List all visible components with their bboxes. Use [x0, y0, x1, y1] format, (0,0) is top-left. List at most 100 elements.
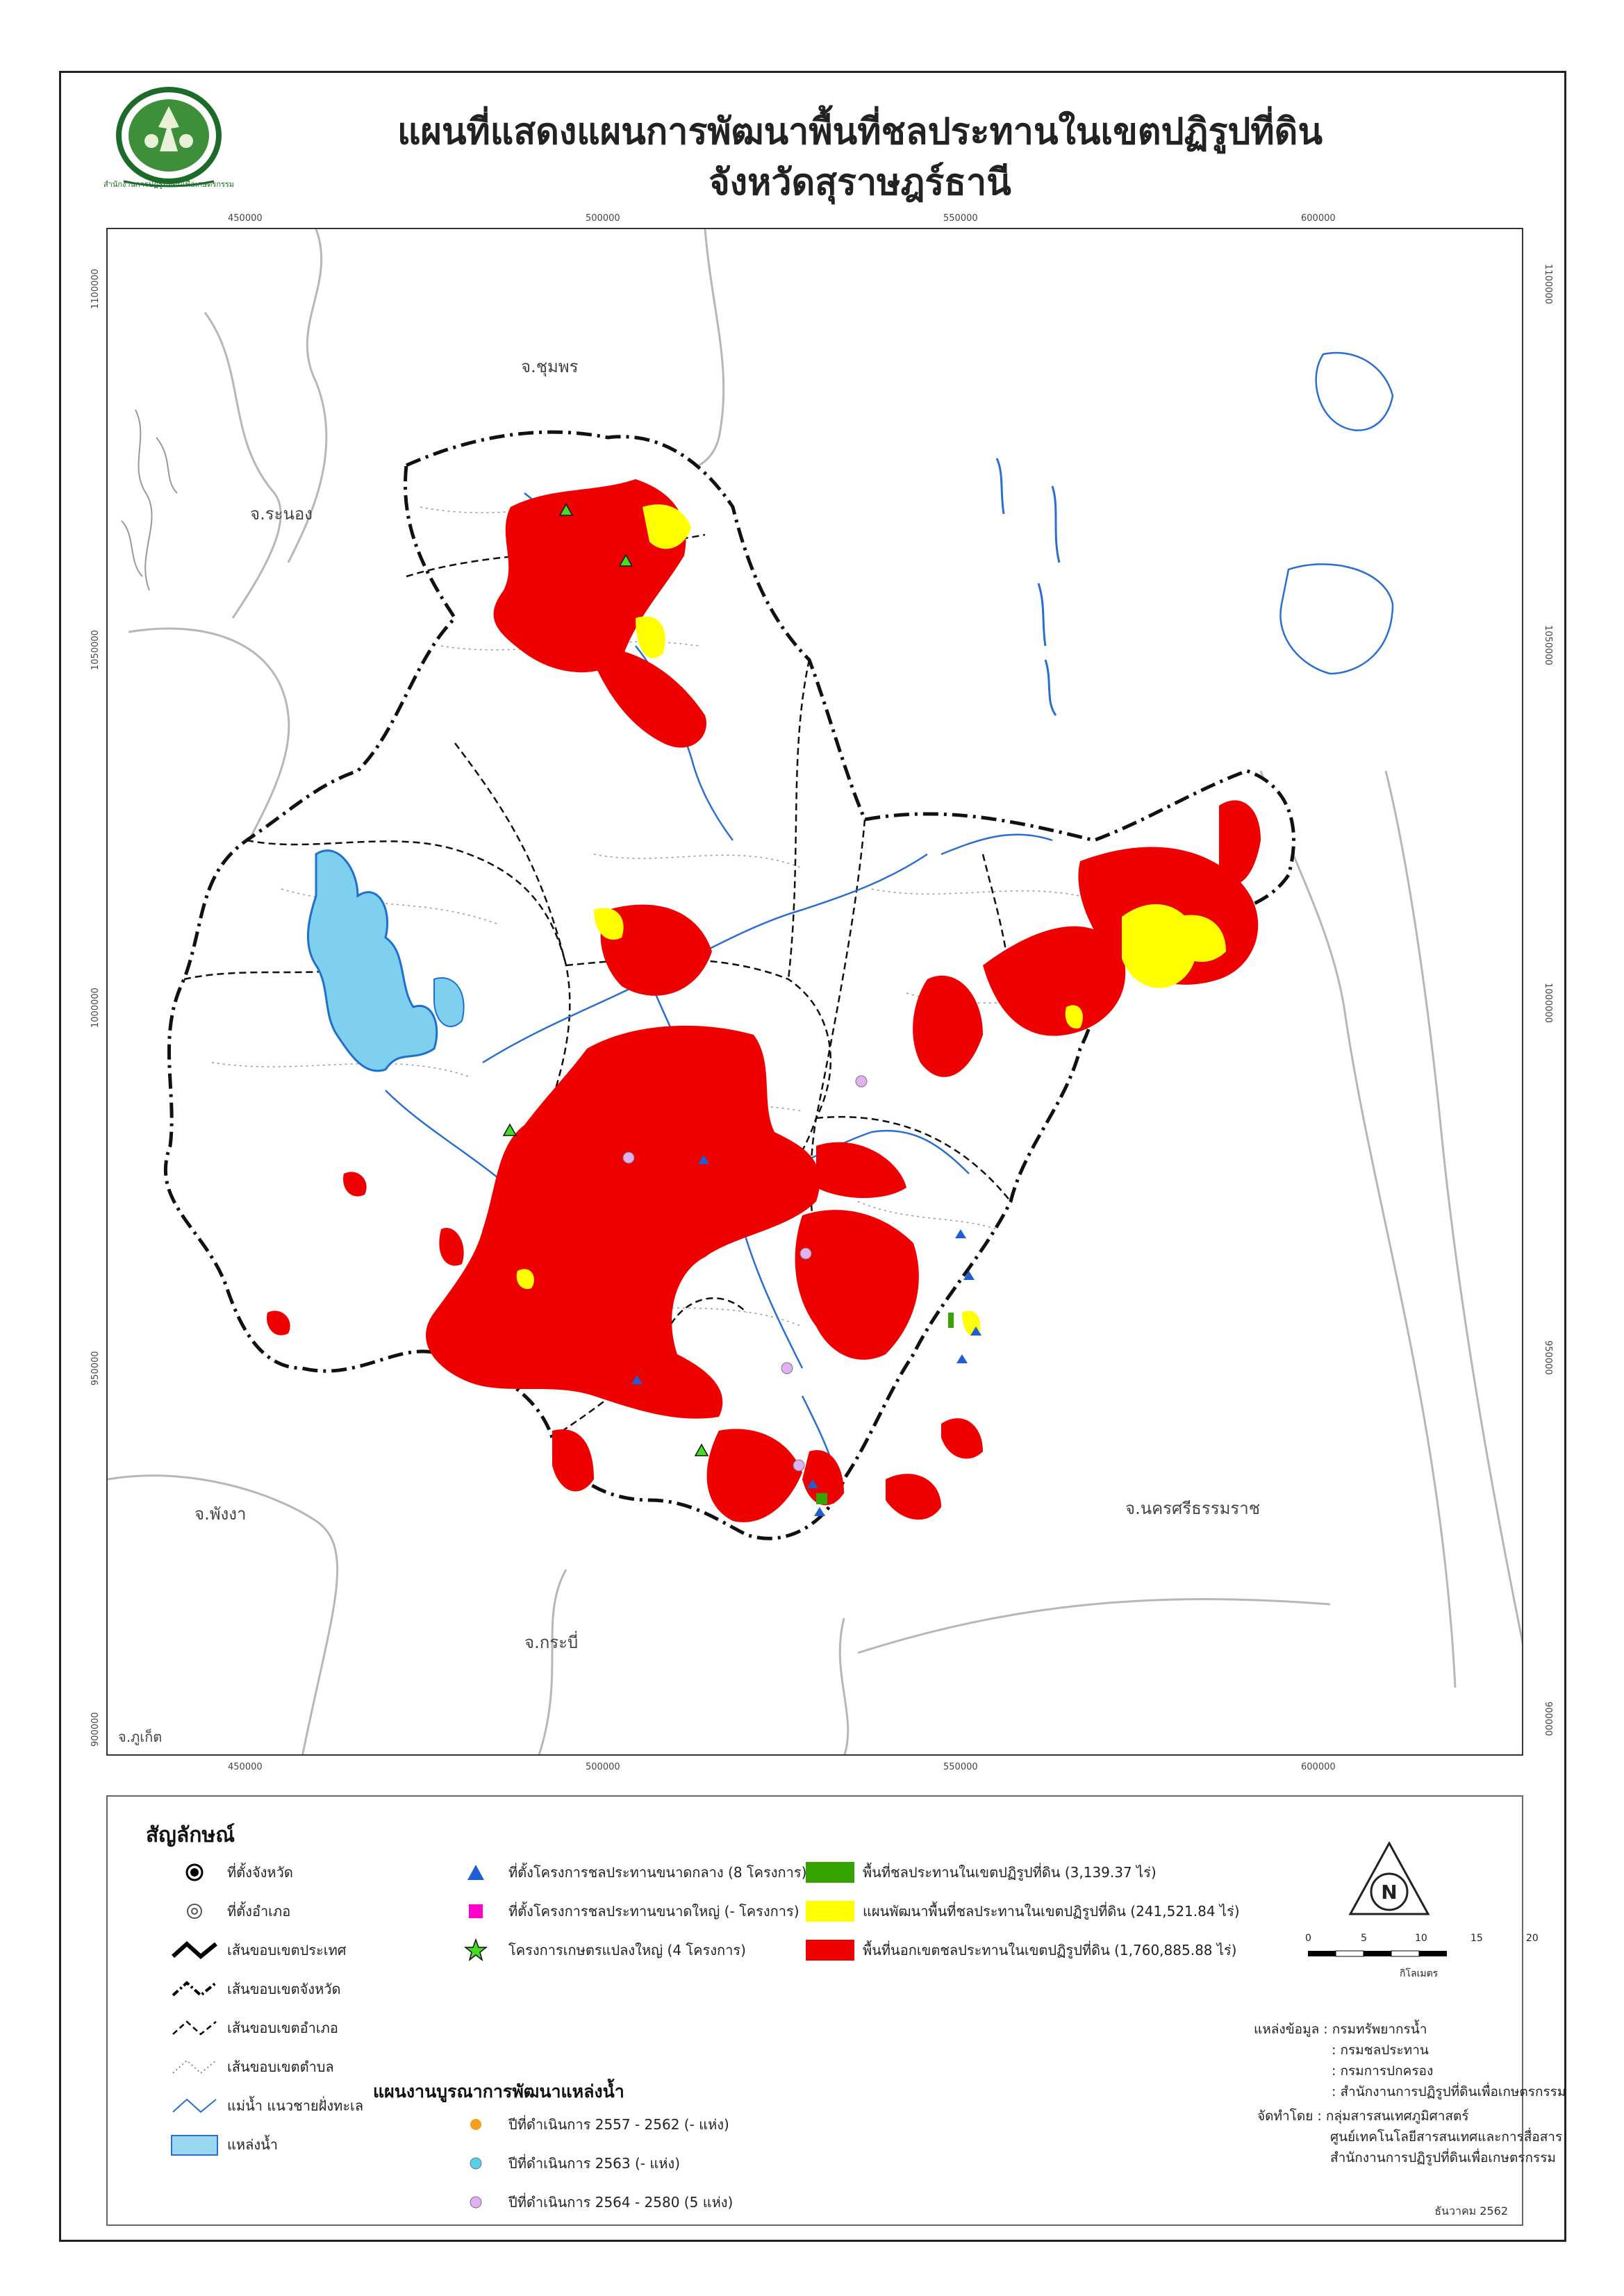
project-2564-icon [793, 1459, 805, 1472]
scale-bar [1308, 1950, 1447, 1957]
map-frame[interactable]: จ.ชุมพร จ.ระนอง จ.พังงา จ.กระบี่ จ.นครศร… [106, 228, 1523, 1756]
reservoir-arm [433, 977, 465, 1028]
islands [995, 351, 1394, 716]
project-2564-icon [781, 1362, 793, 1374]
y-tick-left: 900000 [90, 1712, 101, 1747]
area-irrigated [816, 1313, 954, 1504]
big-farm-project-icon [502, 1123, 517, 1136]
project-2564-icon [855, 1075, 868, 1088]
legend-item: ปีที่ดำเนินการ 2564 - 2580 (5 แห่ง) [451, 2190, 733, 2214]
legend-item: พื้นที่ชลประทานในเขตปฏิรูปที่ดิน (3,139.… [806, 1861, 1157, 1884]
medium-project-icon [467, 1865, 484, 1880]
legend-item: ที่ตั้งจังหวัด [170, 1861, 293, 1884]
project-2563-icon [470, 2157, 482, 2170]
y-tick-right: 900000 [1543, 1702, 1553, 1736]
source-line: : กรมการปกครอง [1332, 2063, 1434, 2079]
project-2557-icon [470, 2119, 481, 2130]
x-tick-top: 500000 [586, 213, 620, 224]
legend-panel: สัญลักษณ์ ที่ตั้งจังหวัด ที่ตั้งอำเภอ เส… [106, 1795, 1566, 2226]
legend-item: แม่น้ำ แนวชายฝั่งทะเล [170, 2094, 363, 2118]
scale-unit: กิโลเมตร [1400, 1968, 1439, 1979]
country-boundary-icon [171, 1940, 217, 1959]
ranong-coast [121, 409, 178, 591]
map-sheet: สำนักงานการปฏิรูปที่ดินเพื่อเกษตรกรรม แผ… [59, 71, 1566, 2242]
source-line: : สำนักงานการปฏิรูปที่ดินเพื่อเกษตรกรรม [1332, 2084, 1566, 2099]
x-tick-bottom: 550000 [943, 1762, 978, 1772]
project-2564-icon [799, 1247, 812, 1260]
prepared-line: สำนักงานการปฏิรูปที่ดินเพื่อเกษตรกรรม [1330, 2150, 1556, 2165]
province-label-chumphon: จ.ชุมพร [521, 357, 579, 376]
medium-project-icon [631, 1375, 643, 1384]
project-2564-icon [622, 1151, 635, 1164]
y-tick-left: 1050000 [90, 630, 101, 670]
province-boundary-icon [172, 1981, 217, 1997]
scale-tick: 20 [1526, 1933, 1539, 1944]
svg-text:N: N [1381, 1881, 1397, 1904]
river-icon [172, 2098, 217, 2113]
big-farm-project-icon [694, 1443, 709, 1456]
province-label-phangnga: จ.พังงา [194, 1504, 247, 1524]
legend-subheading: แผนงานบูรณาการพัฒนาแหล่งน้ำ [373, 2081, 624, 2102]
prepared-line: จัดทำโดย : กลุ่มสารสนเทศภูมิศาสตร์ [1257, 2108, 1469, 2124]
medium-project-icon [814, 1507, 825, 1516]
legend-item: เส้นขอบเขตจังหวัด [170, 1977, 340, 2001]
subdistrict-boundary-icon [172, 2059, 217, 2074]
north-arrow-icon: N [1348, 1842, 1430, 1915]
legend-item: ที่ตั้งอำเภอ [170, 1899, 290, 1923]
medium-project-icon [963, 1271, 975, 1280]
district-seat-icon [187, 1904, 202, 1919]
legend-item: ปีที่ดำเนินการ 2557 - 2562 (- แห่ง) [451, 2113, 729, 2136]
alro-seal-icon: สำนักงานการปฏิรูปที่ดินเพื่อเกษตรกรรม [103, 87, 234, 189]
map-canvas [108, 229, 1522, 1754]
prepared-line: ศูนย์เทคโนโลยีสารสนเทศและการสื่อสาร [1330, 2129, 1563, 2145]
map-title: แผนที่แสดงแผนการพัฒนาพื้นที่ชลประทานในเข… [397, 111, 1323, 153]
legend-title: สัญลักษณ์ [146, 1823, 235, 1847]
svg-text:สำนักงานการปฏิรูปที่ดินเพื่อเก: สำนักงานการปฏิรูปที่ดินเพื่อเกษตรกรรม [103, 178, 234, 189]
legend-item: ที่ตั้งโครงการชลประทานขนาดใหญ่ (- โครงกา… [451, 1899, 799, 1923]
province-label-krabi: จ.กระบี่ [524, 1633, 579, 1652]
x-tick-top: 600000 [1301, 213, 1336, 224]
reservoir-water-body [307, 849, 438, 1072]
large-project-icon [469, 1904, 483, 1918]
y-tick-left: 950000 [90, 1351, 101, 1386]
big-farm-project-icon [618, 554, 633, 567]
project-2564-icon [470, 2196, 482, 2208]
scale-tick: 10 [1415, 1933, 1427, 1944]
project-markers [502, 503, 981, 1516]
water-body-icon [171, 2135, 218, 2156]
medium-project-icon [970, 1326, 981, 1336]
area-irrigation-plan [516, 504, 1226, 1336]
legend-item: แผนพัฒนาพื้นที่ชลประทานในเขตปฏิรูปที่ดิน… [806, 1899, 1240, 1923]
scale-tick: 0 [1305, 1933, 1311, 1944]
medium-project-icon [956, 1354, 968, 1363]
legend-item: เส้นขอบเขตตำบล [170, 2055, 334, 2079]
map-subtitle: จังหวัดสุราษฎร์ธานี [709, 162, 1011, 203]
y-tick-left: 1000000 [90, 988, 101, 1028]
scale-tick: 15 [1470, 1933, 1483, 1944]
legend-item: พื้นที่นอกเขตชลประทานในเขตปฏิรูปที่ดิน (… [806, 1938, 1236, 1962]
medium-project-icon [807, 1479, 818, 1488]
x-tick-bottom: 450000 [228, 1762, 263, 1772]
medium-project-icon [955, 1229, 966, 1238]
x-tick-top: 550000 [943, 213, 978, 224]
x-tick-bottom: 600000 [1301, 1762, 1336, 1772]
province-seat-icon [185, 1863, 204, 1881]
province-label-ranong: จ.ระนอง [250, 504, 313, 524]
scale-tick: 5 [1361, 1933, 1367, 1944]
map-date: ธันวาคม 2562 [1434, 2204, 1508, 2218]
medium-project-icon [698, 1155, 709, 1164]
legend-item: เส้นขอบเขตอำเภอ [170, 2016, 338, 2040]
y-tick-left: 1100000 [90, 269, 101, 309]
legend-item: ที่ตั้งโครงการชลประทานขนาดกลาง (8 โครงกา… [451, 1861, 806, 1884]
y-tick-right: 950000 [1543, 1340, 1553, 1375]
x-tick-top: 450000 [228, 213, 263, 224]
source-line: : กรมชลประทาน [1332, 2043, 1429, 2058]
y-tick-right: 1100000 [1543, 264, 1553, 304]
legend-item: แหล่งน้ำ [170, 2133, 278, 2156]
legend-item: โครงการเกษตรแปลงใหญ่ (4 โครงการ) [451, 1938, 746, 1962]
legend-item: เส้นขอบเขตประเทศ [170, 1938, 346, 1962]
x-tick-bottom: 500000 [586, 1762, 620, 1772]
big-farm-project-icon [464, 1938, 488, 1961]
irrigated-area-swatch [806, 1862, 854, 1883]
irrigation-plan-swatch [806, 1901, 854, 1922]
